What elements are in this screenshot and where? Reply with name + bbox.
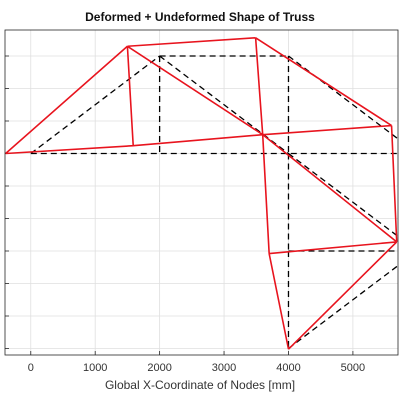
x-tick-label: 5000 <box>341 362 365 374</box>
plot-area <box>5 30 398 355</box>
x-tick-label: 2000 <box>147 362 171 374</box>
plot-lines <box>5 37 398 350</box>
truss-line <box>5 37 398 350</box>
axes-box <box>4 29 399 356</box>
x-tick-label: 1000 <box>83 362 107 374</box>
x-tick-label: 3000 <box>212 362 236 374</box>
x-tick-label: 0 <box>28 362 34 374</box>
truss-line <box>30 55 398 350</box>
x-tick-label: 4000 <box>276 362 300 374</box>
x-axis-label: Global X-Coordinate of Nodes [mm] <box>105 378 295 392</box>
chart-title: Deformed + Undeformed Shape of Truss <box>85 10 315 24</box>
